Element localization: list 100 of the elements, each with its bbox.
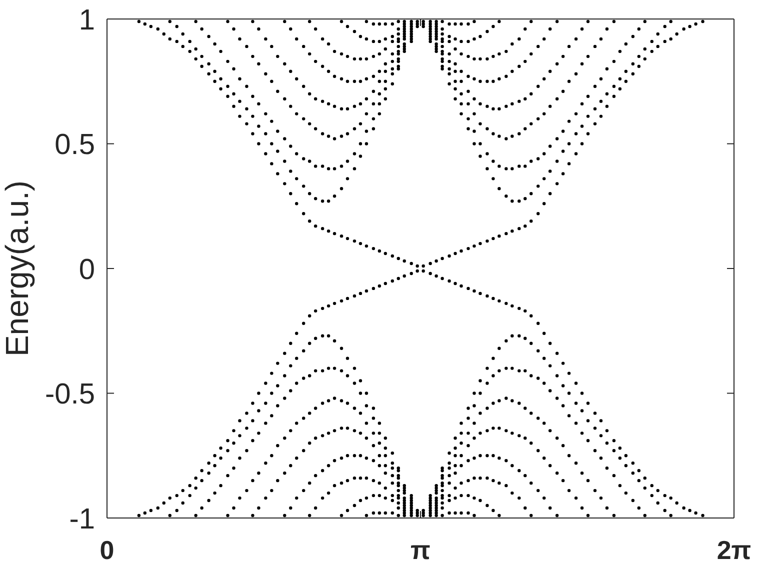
point: [372, 459, 376, 462]
point: [396, 481, 400, 485]
point: [320, 496, 324, 500]
point: [518, 402, 521, 405]
point: [384, 37, 388, 41]
point: [302, 416, 306, 420]
point: [422, 511, 425, 515]
point: [548, 429, 552, 432]
point: [264, 496, 268, 500]
point: [434, 30, 438, 34]
point: [434, 498, 438, 502]
point: [257, 62, 260, 66]
point: [352, 30, 356, 34]
point: [352, 476, 356, 480]
point: [402, 486, 406, 490]
point: [396, 44, 400, 48]
point: [346, 107, 350, 110]
point: [574, 496, 578, 500]
point: [402, 30, 406, 34]
point: [352, 454, 356, 458]
point: [378, 481, 382, 485]
point: [428, 501, 432, 505]
point: [289, 70, 292, 73]
point: [555, 62, 559, 66]
point: [410, 506, 413, 510]
point: [530, 52, 533, 56]
point: [434, 37, 438, 41]
point: [466, 444, 470, 448]
point: [238, 37, 242, 41]
point: [390, 40, 394, 44]
point: [574, 37, 578, 41]
point: [574, 72, 578, 76]
point: [332, 50, 336, 54]
point: [599, 37, 603, 41]
point: [378, 70, 382, 73]
point: [504, 429, 508, 432]
point: [390, 60, 394, 64]
point: [384, 496, 388, 500]
point: [378, 40, 382, 44]
point: [454, 464, 457, 468]
point: [593, 488, 597, 492]
point: [384, 22, 388, 26]
point: [364, 436, 368, 440]
point: [448, 466, 451, 470]
point: [283, 514, 286, 518]
point: [428, 506, 432, 510]
point: [510, 70, 514, 73]
point: [428, 20, 432, 24]
point: [410, 37, 413, 41]
point: [364, 456, 368, 460]
point: [567, 488, 571, 492]
point: [524, 506, 527, 510]
point: [364, 77, 368, 80]
point: [308, 92, 312, 96]
point: [270, 44, 274, 48]
point: [384, 511, 388, 515]
point: [440, 57, 444, 61]
point: [226, 514, 230, 518]
point: [580, 471, 584, 475]
point: [448, 498, 451, 502]
point: [472, 496, 476, 500]
point: [466, 90, 470, 93]
point: [295, 77, 298, 80]
point: [402, 34, 406, 38]
point: [326, 399, 330, 402]
point: [384, 47, 388, 51]
point: [478, 80, 482, 83]
point: [524, 127, 527, 130]
point: [492, 508, 495, 512]
point: [346, 54, 350, 58]
point: [440, 494, 444, 498]
point: [478, 476, 482, 480]
point: [448, 474, 451, 478]
point: [378, 80, 382, 83]
point: [536, 44, 540, 48]
point: [498, 514, 501, 518]
point: [410, 514, 413, 518]
point: [346, 426, 350, 430]
point: [410, 24, 413, 28]
point: [548, 70, 552, 73]
point: [466, 511, 470, 515]
point: [466, 102, 470, 106]
point: [358, 476, 362, 480]
point: [402, 511, 406, 515]
point: [372, 444, 376, 448]
point: [326, 42, 330, 46]
point: [320, 100, 324, 103]
point: [460, 442, 463, 445]
point: [440, 468, 444, 472]
point: [466, 478, 470, 482]
point: [346, 478, 350, 482]
point: [504, 484, 508, 488]
point: [504, 74, 508, 78]
point: [402, 47, 406, 51]
point: [384, 80, 388, 83]
point: [454, 47, 457, 51]
point: [530, 481, 533, 485]
point: [486, 429, 489, 432]
point: [384, 486, 388, 490]
point: [510, 134, 514, 138]
